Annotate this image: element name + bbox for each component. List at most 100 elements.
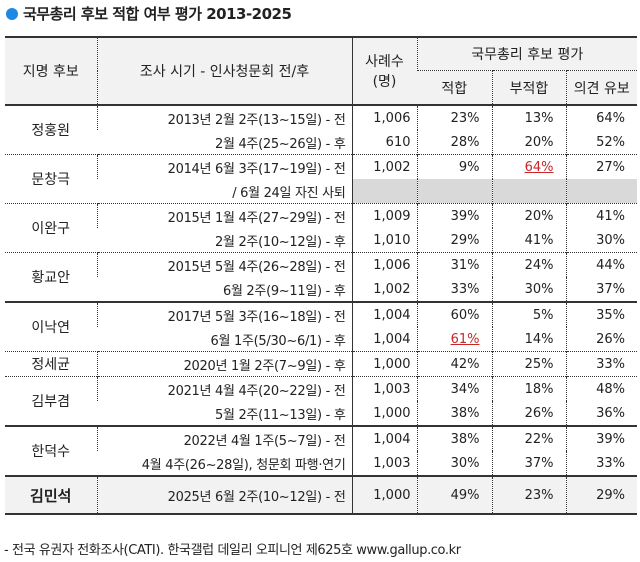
sample-count: 1,009 <box>351 203 417 228</box>
fit-pct-value: 38% <box>450 405 480 421</box>
table-row: 2월 2주(10~12일) - 후 1,010 29% 41% 30% <box>5 228 637 253</box>
fit-pct-value: 42% <box>450 356 480 372</box>
header-candidate: 지명 후보 <box>5 37 97 105</box>
survey-period: 2014년 6월 3주(17~19일) - 전 <box>96 154 353 179</box>
unfit-pct-value: 30% <box>524 281 554 297</box>
unfit-pct: 18% <box>491 376 566 401</box>
table-row: 정세균 2020년 1월 2주(7~9일) - 후 1,000 42% 25% 33% <box>5 351 637 377</box>
sample-count: 1,006 <box>351 105 417 130</box>
survey-period: 2월 2주(10~12일) - 후 <box>97 228 353 253</box>
sample-count: 1,000 <box>351 401 417 426</box>
unfit-pct: 5% <box>491 301 566 327</box>
source-note: - 전국 유권자 전화조사(CATI). 한국갤럽 데일리 오피니언 제625호… <box>4 543 461 558</box>
unfit-pct: 23% <box>491 475 566 515</box>
unfit-pct-value: 20% <box>524 208 554 224</box>
reserved-pct-value: 35% <box>596 307 625 323</box>
fit-pct: 49% <box>416 475 492 515</box>
fit-pct: 31% <box>416 252 492 277</box>
candidate-name: 김민석 <box>5 475 97 515</box>
sample-count: 1,003 <box>351 451 417 476</box>
reserved-pct-value: 48% <box>596 381 625 397</box>
sample-count: 1,002 <box>351 154 417 179</box>
survey-period: 2015년 5월 4주(26~28일) - 전 <box>96 252 353 277</box>
sample-count: 1,004 <box>351 327 417 352</box>
reserved-pct: 41% <box>565 203 637 228</box>
unfit-pct-value: 23% <box>524 487 554 503</box>
reserved-pct-value: 44% <box>596 257 625 273</box>
fit-pct: 38% <box>416 401 492 426</box>
table-row: 김부겸 2021년 4월 4주(20~22일) - 전 1,003 34% 18% 48% <box>5 376 637 426</box>
header-sample-label: 사례수 <box>365 54 404 70</box>
sample-count: 1,003 <box>351 376 417 401</box>
table-row: / 6월 24일 자진 사퇴 <box>5 179 637 204</box>
fit-pct-value: 60% <box>450 307 480 323</box>
fit-pct-value: 49% <box>450 487 480 503</box>
unfit-pct: 37% <box>491 451 566 476</box>
reserved-pct: 33% <box>565 351 637 377</box>
candidate-name: 김부겸 <box>5 376 97 426</box>
unfit-pct-value: 13% <box>524 110 554 126</box>
unfit-pct-empty <box>491 179 566 204</box>
title-text: 국무총리 후보 적합 여부 평가 2013-2025 <box>23 5 292 23</box>
header-reserved: 의견 유보 <box>565 70 637 105</box>
reserved-pct-value: 33% <box>596 356 625 372</box>
survey-period: 2021년 4월 4주(20~22일) - 전 <box>96 376 353 401</box>
table-row: 이완구 2015년 1월 4주(27~29일) - 전 1,009 39% 20% 41% <box>5 203 637 253</box>
evaluation-table: 지명 후보 조사 시기 - 인사청문회 전/후 사례수 (명) 국무총리 후보 평… <box>5 36 637 515</box>
candidate-name: 이낙연 <box>5 301 97 352</box>
header-unfit: 부적합 <box>491 70 566 105</box>
unfit-pct: 30% <box>491 277 566 302</box>
unfit-pct: 41% <box>491 228 566 253</box>
fit-pct-value: 61% <box>450 331 480 347</box>
unfit-pct-value: 24% <box>524 257 554 273</box>
fit-pct-value: 9% <box>458 159 480 175</box>
unfit-pct-value: 25% <box>524 356 554 372</box>
survey-period: 6월 1주(5/30~6/1) - 후 <box>97 327 353 352</box>
unfit-pct: 26% <box>491 401 566 426</box>
reserved-pct-value: 37% <box>596 281 625 297</box>
unfit-pct-value: 37% <box>524 455 554 471</box>
fit-pct: 39% <box>416 203 492 228</box>
sample-count: 1,004 <box>351 301 417 327</box>
sample-count: 1,002 <box>351 277 417 302</box>
fit-pct-value: 39% <box>450 208 480 224</box>
survey-period: 2020년 1월 2주(7~9일) - 후 <box>96 351 353 377</box>
survey-period: 5월 2주(11~13일) - 후 <box>97 401 353 426</box>
reserved-pct: 44% <box>565 252 637 277</box>
page-title: 국무총리 후보 적합 여부 평가 2013-2025 <box>6 3 292 24</box>
reserved-pct-value: 52% <box>596 134 625 150</box>
reserved-pct: 30% <box>565 228 637 253</box>
candidate-name: 정세균 <box>5 351 97 377</box>
fit-pct-value: 23% <box>450 110 480 126</box>
table-row: 2월 4주(25~26일) - 후 610 28% 20% 52% <box>5 130 637 155</box>
candidate-name: 정홍원 <box>31 123 71 139</box>
unfit-pct-value: 18% <box>524 381 554 397</box>
candidate-name: 이완구 <box>5 203 97 253</box>
table-row: 정홍원 2013년 2월 2주(13~15일) - 전 1,006 23% 13% 64% <box>5 105 637 139</box>
header-eval: 국무총리 후보 평가 <box>416 37 637 71</box>
table-row: 김민석 2025년 6월 2주(10~12일) - 전 1,000 49% 23% 29% <box>5 475 637 515</box>
fit-pct: 9% <box>416 154 492 179</box>
unfit-pct-value: 14% <box>524 331 554 347</box>
reserved-pct: 33% <box>565 451 637 476</box>
fit-pct: 23% <box>416 105 492 130</box>
survey-period: 2013년 2월 2주(13~15일) - 전 <box>96 105 353 130</box>
fit-pct: 30% <box>416 451 492 476</box>
survey-period: 2월 4주(25~26일) - 후 <box>97 130 353 155</box>
unfit-pct-value: 20% <box>524 134 554 150</box>
unfit-pct: 20% <box>491 203 566 228</box>
unfit-pct-value: 22% <box>524 431 554 447</box>
reserved-pct-empty <box>565 179 637 204</box>
reserved-pct-value: 27% <box>596 159 625 175</box>
candidate-name: 황교안 <box>5 252 97 302</box>
header-sample: 사례수 (명) <box>351 37 417 105</box>
fit-pct: 33% <box>416 277 492 302</box>
survey-period: 2022년 4월 1주(5~7일) - 전 <box>96 425 353 451</box>
fit-pct-value: 29% <box>450 232 480 248</box>
sample-count: 1,000 <box>351 351 417 377</box>
table-row: 이낙연 2017년 5월 3주(16~18일) - 전 1,004 60% 5% 35% <box>5 301 637 352</box>
fit-pct: 60% <box>416 301 492 327</box>
unfit-pct: 64% <box>491 154 566 179</box>
fit-pct: 34% <box>416 376 492 401</box>
survey-period: 6월 2주(9~11일) - 후 <box>97 277 353 302</box>
